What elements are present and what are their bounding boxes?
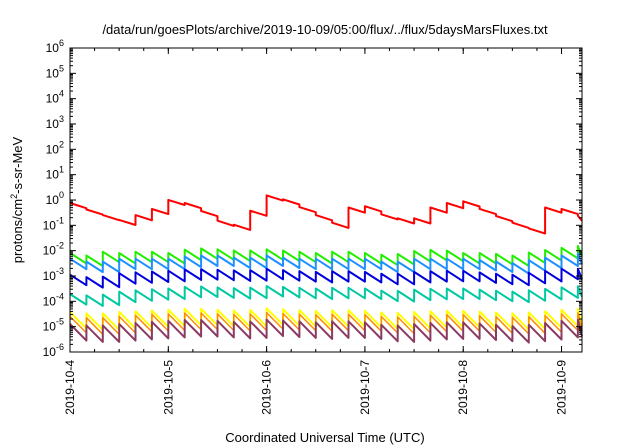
y-tick-label: 102 [46,139,64,156]
y-tick-label: 10-4 [43,291,64,308]
y-tick-label: 10-6 [43,342,64,359]
y-tick-label: 104 [46,89,64,106]
y-tick-label: 10-3 [43,266,64,283]
series-line [69,285,583,307]
y-tick-label: 10-5 [43,317,64,334]
series-layer [69,194,583,344]
series-line [69,194,583,235]
x-tick-label: 2019-10-5 [161,360,175,415]
chart-title: /data/run/goesPlots/archive/2019-10-09/0… [102,22,548,37]
y-tick-label: 106 [46,38,64,55]
series-line [69,267,583,289]
y-tick-label: 103 [46,114,64,131]
y-axis-label: protons/cm2-s-sr-MeV [9,136,25,263]
y-tick-label: 10-2 [43,241,64,258]
y-tick-label: 105 [46,63,64,80]
y-tick-label: 10-1 [43,215,64,232]
y-tick-label: 100 [46,190,64,207]
plot-frame [69,47,583,353]
y-tick-label: 101 [46,165,64,182]
series-line [69,244,583,267]
x-tick-label: 2019-10-9 [555,360,569,415]
x-axis-label: Coordinated Universal Time (UTC) [225,430,424,445]
series-line [69,318,583,344]
x-tick-label: 2019-10-7 [358,360,372,415]
y-axis-ticks: 10-6 10-5 10-4 10-3 10-2 10-1 100 101 102 103 104 1… [43,38,582,359]
x-tick-label: 2019-10-8 [456,360,470,415]
x-tick-label: 2019-10-6 [260,360,274,415]
series-line [69,252,583,275]
x-tick-label: 2019-10-4 [63,360,77,415]
x-axis-ticks: 2019-10-4 2019-10-5 2019-10-6 2019-10-7 2019… [63,48,569,415]
